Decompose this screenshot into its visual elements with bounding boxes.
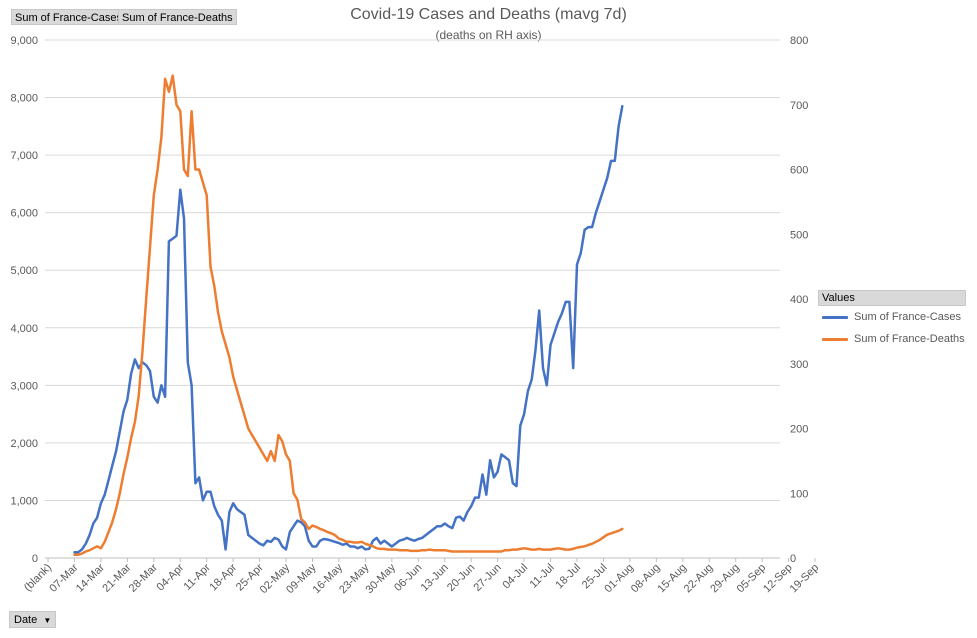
x-tick-label: 18-Apr [207, 561, 239, 593]
x-tick-label: 14-Mar [74, 561, 107, 594]
right-tick-label: 400 [790, 294, 808, 306]
legend-swatch-cases [822, 315, 848, 319]
right-tick-label: 300 [790, 359, 808, 371]
left-axis: 0 1,000 2,000 3,000 4,000 5,000 6,000 7,000 8,00… [10, 35, 38, 565]
x-tick-label: 30-May [364, 561, 399, 596]
left-tick-label: 0 [32, 553, 38, 565]
chart-subtitle: (deaths on RH axis) [435, 28, 542, 42]
x-tick-label: 18-Jul [553, 562, 583, 592]
gridlines [45, 39, 780, 559]
right-tick-label: 700 [790, 100, 808, 112]
left-tick-label: 9,000 [10, 35, 38, 47]
chart-title: Covid-19 Cases and Deaths (mavg 7d) [350, 6, 627, 23]
right-tick-label: 200 [790, 424, 808, 436]
left-tick-label: 6,000 [10, 208, 38, 220]
x-tick-label: 04-Jul [501, 562, 531, 592]
date-field-label: Date [14, 614, 38, 626]
x-tick-label: 27-Jun [471, 562, 503, 594]
right-tick-label: 0 [790, 553, 796, 565]
x-tick-label: 19-Sep [788, 562, 822, 596]
left-tick-label: 4,000 [10, 323, 38, 335]
legend-item-cases: Sum of France-Cases [818, 306, 966, 328]
legend: Values Sum of France-Cases Sum of France… [818, 290, 966, 350]
legend-item-deaths: Sum of France-Deaths [818, 328, 966, 350]
x-tick-label: 06-Jun [392, 562, 424, 594]
right-tick-label: 800 [790, 35, 808, 47]
right-tick-label: 600 [790, 165, 808, 177]
field-button-deaths[interactable]: Sum of France-Deaths [118, 9, 237, 25]
x-tick-label: 11-Jul [528, 562, 557, 591]
series-line-deaths [73, 74, 624, 557]
series-lines [73, 74, 624, 557]
x-axis: (blank)07-Mar14-Mar21-Mar28-Mar04-Apr11-… [22, 558, 821, 596]
right-axis: 0 100 200 300 400 500 600 700 800 [790, 35, 808, 565]
legend-label-cases: Sum of France-Cases [854, 311, 961, 323]
x-tick-label: 20-Jun [445, 562, 477, 594]
left-tick-label: 7,000 [10, 150, 38, 162]
x-tick-label: 07-Mar [47, 561, 80, 594]
left-tick-label: 1,000 [10, 495, 38, 507]
legend-swatch-deaths [822, 337, 848, 341]
right-tick-label: 100 [790, 488, 808, 500]
x-tick-label: 21-Mar [100, 561, 133, 594]
x-tick-label: 28-Mar [127, 561, 160, 594]
x-tick-label: 13-Jun [419, 562, 451, 594]
left-tick-label: 3,000 [10, 380, 38, 392]
x-tick-label: 11-Apr [182, 561, 213, 592]
left-tick-label: 5,000 [10, 265, 38, 277]
field-button-cases[interactable]: Sum of France-Cases [11, 9, 126, 25]
series-line-cases [73, 104, 624, 554]
right-tick-label: 500 [790, 229, 808, 241]
dropdown-arrow-icon: ▼ [43, 616, 52, 625]
legend-label-deaths: Sum of France-Deaths [854, 333, 965, 345]
x-tick-label: 04-Apr [155, 561, 187, 593]
legend-title[interactable]: Values [818, 290, 966, 306]
left-tick-label: 2,000 [10, 438, 38, 450]
left-tick-label: 8,000 [10, 93, 38, 105]
date-field-button[interactable]: Date ▼ [9, 611, 57, 628]
